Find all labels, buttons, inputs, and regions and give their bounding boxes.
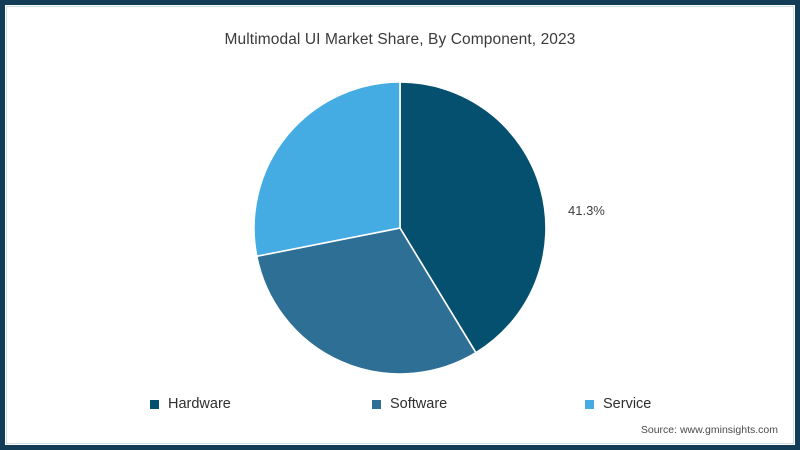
pie-slice-service[interactable]: [253, 81, 401, 258]
legend-item-service[interactable]: Service: [585, 393, 651, 415]
legend-item-software[interactable]: Software: [372, 393, 447, 415]
legend-label-hardware: Hardware: [168, 396, 231, 412]
legend-swatch-hardware: [150, 399, 159, 409]
legend-label-software: Software: [390, 396, 448, 412]
legend-item-hardware[interactable]: Hardware: [150, 393, 231, 415]
pie-chart: [253, 81, 547, 375]
pie-slice-label-hardware: 41.3%: [568, 203, 605, 218]
pie-slice-group: [253, 81, 547, 375]
legend-label-service: Service: [603, 396, 652, 412]
pie-slice-software[interactable]: [255, 227, 477, 375]
legend-swatch-service: [585, 399, 594, 409]
pie-svg: [253, 81, 547, 375]
pie-slice-hardware[interactable]: [399, 81, 547, 354]
source-attribution: Source: www.gminsights.com: [640, 424, 778, 436]
chart-legend: Hardware Software Service: [0, 393, 800, 415]
legend-swatch-software: [372, 399, 381, 409]
chart-title: Multimodal UI Market Share, By Component…: [224, 31, 576, 48]
